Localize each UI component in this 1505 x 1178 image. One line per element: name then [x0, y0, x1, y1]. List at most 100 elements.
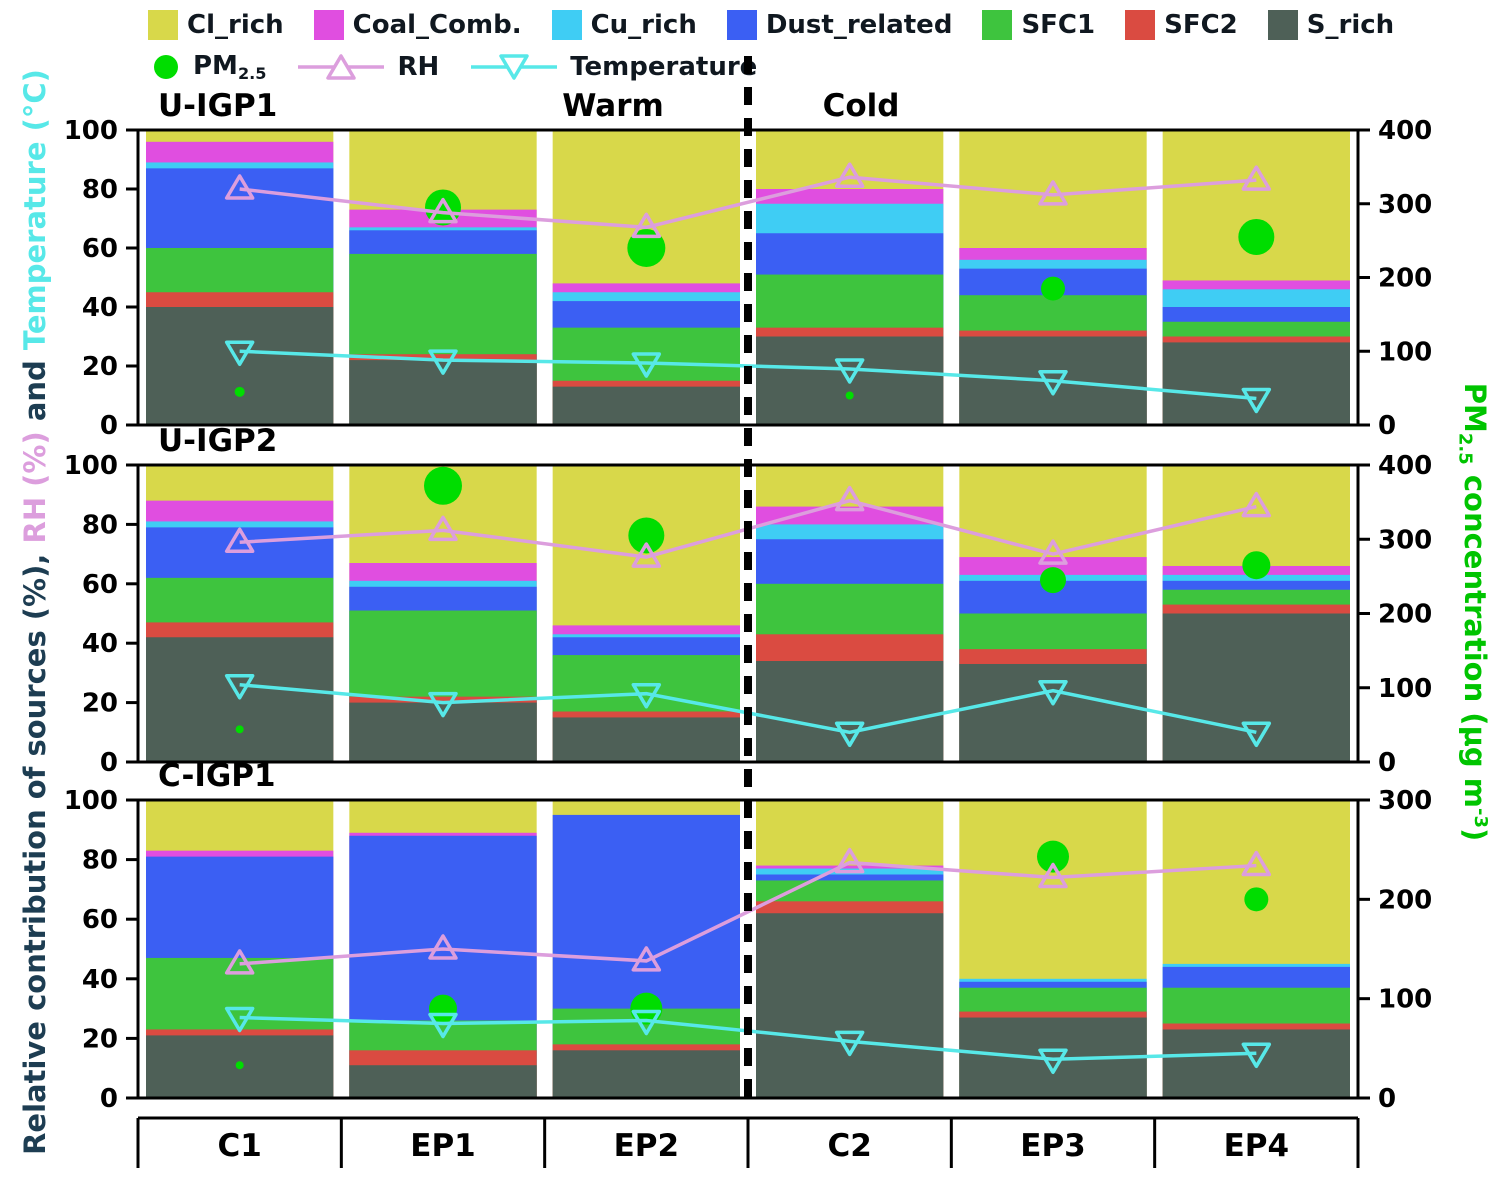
pm25-marker-EP3 — [1041, 276, 1065, 301]
right-tick-label: 100 — [1378, 337, 1432, 367]
rh-marker-EP1 — [428, 197, 458, 224]
right-tick-label: 200 — [1378, 885, 1432, 915]
left-tick-label: 80 — [82, 510, 118, 540]
bar-segment-C2-S_rich — [756, 913, 944, 1098]
pm25-marker-EP3 — [1040, 567, 1066, 594]
left-tick-label: 60 — [82, 905, 118, 935]
label-part: concentration (µg m — [1458, 464, 1492, 808]
temperature-marker-EP2 — [631, 352, 662, 378]
legend-swatch-Dust_related — [726, 10, 757, 40]
bar-segment-EP1-S_rich — [349, 702, 537, 762]
category-label-EP1: EP1 — [410, 1128, 475, 1164]
rh-marker-EP3 — [1038, 539, 1068, 565]
rh-marker-C2 — [834, 162, 865, 188]
legend-swatch-S_rich — [1267, 10, 1298, 40]
temperature-marker-C1 — [224, 340, 255, 366]
label-part: 2.5 — [237, 63, 267, 83]
left-tick-label: 100 — [64, 451, 118, 481]
right-tick-label: 300 — [1378, 786, 1432, 816]
right-tick-label: 400 — [1378, 451, 1432, 481]
rh-legend-marker-icon — [298, 54, 385, 80]
pm25-marker-C1 — [235, 1061, 244, 1070]
legend-item-Coal_Comb.: Coal_Comb. — [313, 10, 522, 40]
legend-item-rh: RH — [296, 50, 439, 84]
season-label-warm: Warm — [562, 88, 664, 124]
legend-item-pm25: PM2.5 — [148, 50, 266, 84]
panel-U-IGP2: 0 20 40 60 80 100 0 100 200 300 400 — [64, 451, 1433, 778]
bar-segment-EP2-S_rich — [552, 717, 740, 762]
right-tick-label: 0 — [1378, 411, 1396, 441]
legend-swatch-Cu_rich — [551, 10, 582, 40]
left-tick-label: 0 — [100, 1084, 118, 1114]
legend-label: Temperature — [570, 52, 758, 82]
legend-label: Dust_related — [765, 10, 953, 40]
legend-swatch-Coal_Comb. — [313, 10, 344, 40]
rh-marker-C2 — [834, 847, 865, 874]
label-part: RH (%) — [18, 431, 52, 544]
temperature-legend-marker-icon — [471, 54, 558, 80]
legend-item-SFC1: SFC1 — [982, 10, 1095, 40]
left-tick-label: 100 — [64, 116, 118, 146]
temperature-marker-EP2 — [631, 1009, 662, 1036]
bar-segment-EP2-S_rich — [552, 386, 740, 425]
legend-label: S_rich — [1306, 10, 1395, 40]
pm25-marker-EP4 — [1238, 218, 1275, 255]
rh-marker-EP1 — [428, 934, 458, 960]
temperature-marker-EP1 — [428, 691, 458, 718]
right-tick-label: 300 — [1378, 190, 1432, 220]
temperature-marker-C1 — [224, 674, 255, 700]
rh-marker-EP3 — [1038, 180, 1068, 206]
right-tick-label: 200 — [1378, 264, 1432, 294]
panel-title-u-igp2: U-IGP2 — [158, 423, 278, 459]
rh-marker-EP2 — [631, 212, 662, 239]
left-tick-label: 60 — [82, 570, 118, 600]
pm25-marker-EP3 — [1037, 840, 1069, 873]
legend-label: Cl_rich — [187, 10, 284, 40]
left-tick-label: 40 — [82, 293, 118, 323]
pm25-marker-C2 — [845, 391, 854, 400]
panel-U-IGP1: 0 20 40 60 80 100 0 100 200 300 400 — [64, 116, 1433, 441]
label-part: Relative contribution of sources (%), — [18, 543, 52, 1155]
panel-title-u-igp1: U-IGP1 — [158, 88, 278, 124]
right-tick-label: 100 — [1378, 985, 1432, 1015]
left-axis-label: Relative contribution of sources (%), RH… — [18, 69, 52, 1155]
legend-label: Coal_Comb. — [352, 10, 522, 40]
temperature-marker-EP4 — [1241, 1042, 1272, 1069]
right-axis-label: PM2.5 concentration (µg m-3) — [1455, 383, 1492, 841]
temperature-marker-EP1 — [428, 349, 458, 375]
category-label-EP3: EP3 — [1020, 1128, 1085, 1164]
label-part: 2.5 — [1454, 432, 1476, 465]
legend-row-sources: Cl_rich Coal_Comb. Cu_rich Dust_related SFC1… — [148, 4, 1394, 46]
label-part: ) — [1458, 827, 1492, 842]
bar-segment-EP3-S_rich — [959, 663, 1147, 762]
bar-segment-EP4-S_rich — [1162, 613, 1350, 762]
left-tick-label: 40 — [82, 629, 118, 659]
category-label-EP2: EP2 — [614, 1128, 679, 1164]
left-tick-label: 20 — [82, 1024, 118, 1054]
legend-item-temperature: Temperature — [469, 50, 757, 84]
temperature-marker-C2 — [834, 721, 865, 748]
right-tick-label: 300 — [1378, 525, 1432, 555]
rh-marker-EP4 — [1241, 850, 1272, 877]
rh-line — [239, 175, 1257, 230]
category-label-C1: C1 — [218, 1128, 262, 1164]
legend-swatch-SFC2 — [1125, 10, 1156, 40]
temperature-marker-C1 — [224, 1006, 255, 1033]
label-part: -3 — [1469, 807, 1491, 828]
left-tick-label: 60 — [82, 234, 118, 264]
temperature-marker-EP3 — [1038, 679, 1068, 706]
rh-marker-EP1 — [428, 515, 458, 542]
rh-marker-EP4 — [1241, 165, 1272, 191]
legend-swatch-Cl_rich — [148, 10, 178, 40]
legend-item-Dust_related: Dust_related — [726, 10, 953, 40]
rh-marker-C1 — [224, 527, 255, 553]
rh-marker-EP3 — [1038, 862, 1068, 889]
legend-label: PM2.5 — [193, 51, 266, 83]
pm25-marker-C1 — [234, 386, 245, 397]
right-tick-label: 200 — [1378, 600, 1432, 630]
temperature-marker-EP3 — [1038, 1048, 1068, 1075]
temperature-marker-C2 — [834, 358, 865, 384]
pm25-marker-EP1 — [424, 466, 462, 505]
